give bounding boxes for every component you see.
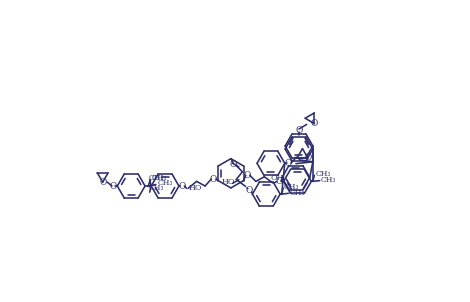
Text: CH₃: CH₃ [290, 188, 305, 197]
Text: O: O [178, 182, 186, 191]
Text: OH: OH [270, 174, 284, 182]
Text: O: O [244, 171, 251, 180]
Text: CH₃: CH₃ [149, 174, 164, 182]
Text: O: O [210, 175, 217, 184]
Text: O: O [275, 177, 282, 186]
Text: O: O [285, 159, 292, 168]
Text: CH₃: CH₃ [284, 183, 299, 191]
Text: CH₃: CH₃ [321, 176, 336, 184]
Text: O: O [304, 153, 312, 162]
Text: CH₃: CH₃ [149, 184, 164, 191]
Text: O: O [311, 119, 318, 128]
Text: CH₃: CH₃ [151, 174, 166, 182]
Text: O: O [229, 160, 237, 169]
Text: HO: HO [188, 184, 202, 191]
Text: O: O [246, 186, 253, 195]
Text: O: O [295, 126, 303, 135]
Text: O: O [99, 178, 106, 187]
Text: O: O [110, 182, 117, 191]
Text: HO: HO [222, 178, 235, 186]
Text: CH₃: CH₃ [157, 179, 173, 187]
Text: CH₃: CH₃ [315, 170, 330, 178]
